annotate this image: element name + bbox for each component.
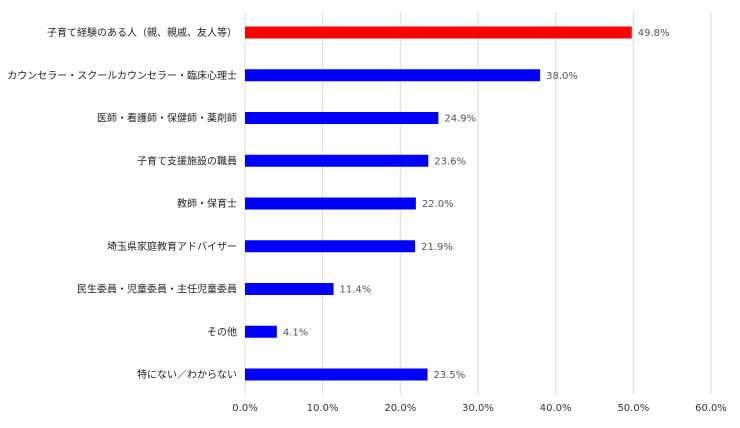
x-tick-label: 60.0% (695, 403, 727, 414)
bar (245, 325, 277, 338)
data-label: 11.4% (340, 285, 372, 296)
bar (245, 154, 429, 167)
bar (245, 69, 541, 82)
category-label: その他 (207, 325, 237, 338)
data-label: 4.1% (283, 327, 308, 338)
data-label: 23.6% (434, 156, 466, 167)
x-tick-label: 10.0% (307, 403, 339, 414)
labels: 0.0% 10.0% 20.0% 30.0% 40.0% 50.0% 60.0% 子育て経験の… (7, 26, 727, 414)
data-label: 23.5% (434, 370, 466, 381)
bar (245, 197, 416, 210)
bar (245, 26, 632, 39)
x-tick-label: 0.0% (232, 403, 257, 414)
bar (245, 240, 416, 253)
category-label: 教師・保育士 (177, 197, 237, 210)
category-label: 子育て支援施設の職員 (137, 154, 237, 167)
category-label: 特にない／わからない (137, 369, 237, 381)
x-tick-label: 20.0% (384, 403, 416, 414)
data-label: 21.9% (421, 242, 453, 253)
x-tick-label: 30.0% (462, 403, 494, 414)
bar (245, 283, 334, 295)
category-label: 埼玉県家庭教育アドバイザー (107, 240, 237, 253)
category-label: 医師・看護師・保健師・薬剤師 (97, 112, 237, 125)
x-tick-label: 50.0% (617, 403, 649, 414)
data-label: 38.0% (546, 71, 578, 82)
data-label: 49.8% (638, 28, 670, 39)
data-label: 22.0% (422, 199, 454, 210)
bar (245, 112, 439, 124)
x-tick-label: 40.0% (540, 403, 572, 414)
bars (245, 26, 632, 381)
category-label: 民生委員・児童委員・主任児童委員 (77, 283, 237, 296)
category-label: カウンセラー・スクールカウンセラー・臨床心理士 (7, 69, 237, 82)
category-label: 子育て経験のある人（親、親戚、友人等） (47, 26, 237, 39)
bar (245, 368, 428, 381)
data-label: 24.9% (444, 114, 476, 125)
